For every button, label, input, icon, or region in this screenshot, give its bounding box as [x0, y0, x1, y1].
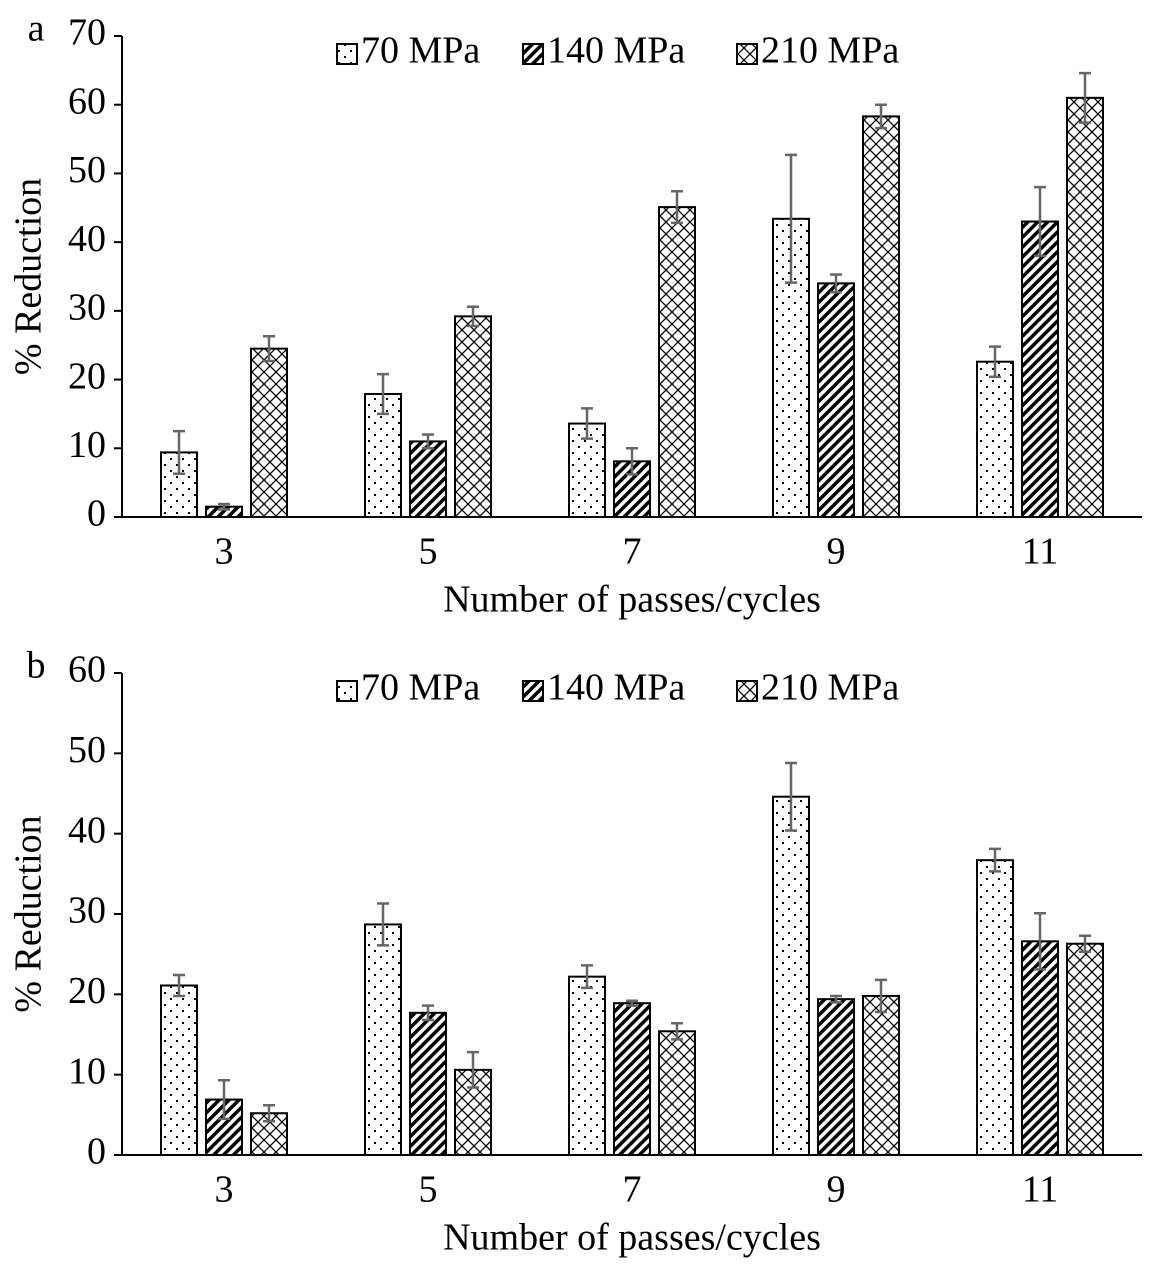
error-bar [830, 994, 842, 1004]
error-bar [671, 190, 683, 225]
error-bar [581, 407, 593, 440]
legend-swatch [736, 43, 758, 65]
x-axis-label: Number of passes/cycles [443, 1217, 821, 1259]
x-tick-label: 11 [1022, 531, 1059, 573]
bar [658, 206, 696, 518]
error-bar [1079, 934, 1091, 954]
bar [976, 859, 1014, 1157]
bar [1021, 940, 1059, 1157]
bar [1066, 96, 1104, 518]
legend-swatch [336, 680, 358, 702]
x-tick-label: 3 [215, 531, 234, 573]
error-bar [581, 964, 593, 990]
y-tick-label: 30 [68, 890, 106, 932]
x-tick-label: 7 [623, 1169, 642, 1211]
y-tick-label: 20 [68, 355, 106, 397]
y-axis-label: % Reduction [8, 178, 50, 375]
bar [976, 360, 1014, 518]
bar [454, 315, 492, 518]
legend-label: 140 MPa [547, 667, 685, 709]
bar [772, 795, 810, 1156]
error-bar [263, 1103, 275, 1123]
x-tick-label: 5 [419, 1169, 438, 1211]
error-bar [173, 429, 185, 475]
error-bar [377, 902, 389, 947]
x-tick-label: 9 [827, 531, 846, 573]
bar [817, 282, 855, 518]
legend-label: 70 MPa [361, 667, 480, 709]
error-bar [1079, 71, 1091, 124]
y-tick-label: 20 [68, 970, 106, 1012]
bar [364, 923, 402, 1157]
legend-swatch [522, 43, 544, 65]
y-tick-label: 10 [68, 1050, 106, 1092]
bar [160, 984, 198, 1156]
y-tick-label: 50 [68, 729, 106, 771]
error-bar [377, 372, 389, 416]
legend-swatch [522, 680, 544, 702]
bar [658, 1030, 696, 1156]
error-bar [785, 153, 797, 284]
y-tick-label: 30 [68, 287, 106, 329]
y-tick-label: 70 [68, 12, 106, 54]
error-bar [626, 447, 638, 476]
x-tick-label: 5 [419, 531, 438, 573]
error-bar [173, 973, 185, 998]
y-tick-label: 40 [68, 218, 106, 260]
error-bar [785, 761, 797, 832]
legend-label: 140 MPa [547, 30, 685, 72]
bar [613, 1002, 651, 1156]
legend-swatch [336, 43, 358, 65]
x-axis-label: Number of passes/cycles [443, 579, 821, 621]
y-axis-label: % Reduction [8, 815, 50, 1012]
bar [1021, 220, 1059, 518]
error-bar [467, 1050, 479, 1089]
y-tick-label: 60 [68, 649, 106, 691]
y-tick-label: 0 [87, 493, 106, 535]
legend-label: 210 MPa [761, 30, 899, 72]
y-tick-label: 0 [87, 1131, 106, 1173]
bar [568, 422, 606, 519]
x-tick-label: 3 [215, 1169, 234, 1211]
error-bar [989, 847, 1001, 873]
panel-label: b [27, 645, 46, 687]
panel-label: a [28, 8, 45, 50]
error-bar [989, 345, 1001, 379]
bar [568, 975, 606, 1156]
error-bar [422, 1004, 434, 1022]
bar [409, 440, 447, 518]
x-tick-label: 11 [1022, 1169, 1059, 1211]
error-bar [218, 502, 230, 511]
y-tick-label: 60 [68, 80, 106, 122]
bar [1066, 942, 1104, 1156]
error-bar [830, 273, 842, 294]
legend-swatch [736, 680, 758, 702]
y-tick-label: 40 [68, 809, 106, 851]
y-tick-label: 10 [68, 424, 106, 466]
error-bar [875, 103, 887, 130]
error-bar [467, 305, 479, 328]
x-tick-label: 9 [827, 1169, 846, 1211]
bar [862, 115, 900, 518]
error-bar [671, 1022, 683, 1041]
error-bar [875, 978, 887, 1014]
y-tick-label: 50 [68, 149, 106, 191]
bar [862, 994, 900, 1156]
error-bar [626, 999, 638, 1007]
legend-label: 70 MPa [361, 30, 480, 72]
bar [250, 347, 288, 518]
x-tick-label: 7 [623, 531, 642, 573]
bar [817, 998, 855, 1156]
error-bar [263, 335, 275, 363]
bar [409, 1011, 447, 1156]
error-bar [422, 433, 434, 450]
error-bar [1034, 911, 1046, 971]
legend-label: 210 MPa [761, 667, 899, 709]
error-bar [218, 1079, 230, 1121]
error-bar [1034, 185, 1046, 258]
